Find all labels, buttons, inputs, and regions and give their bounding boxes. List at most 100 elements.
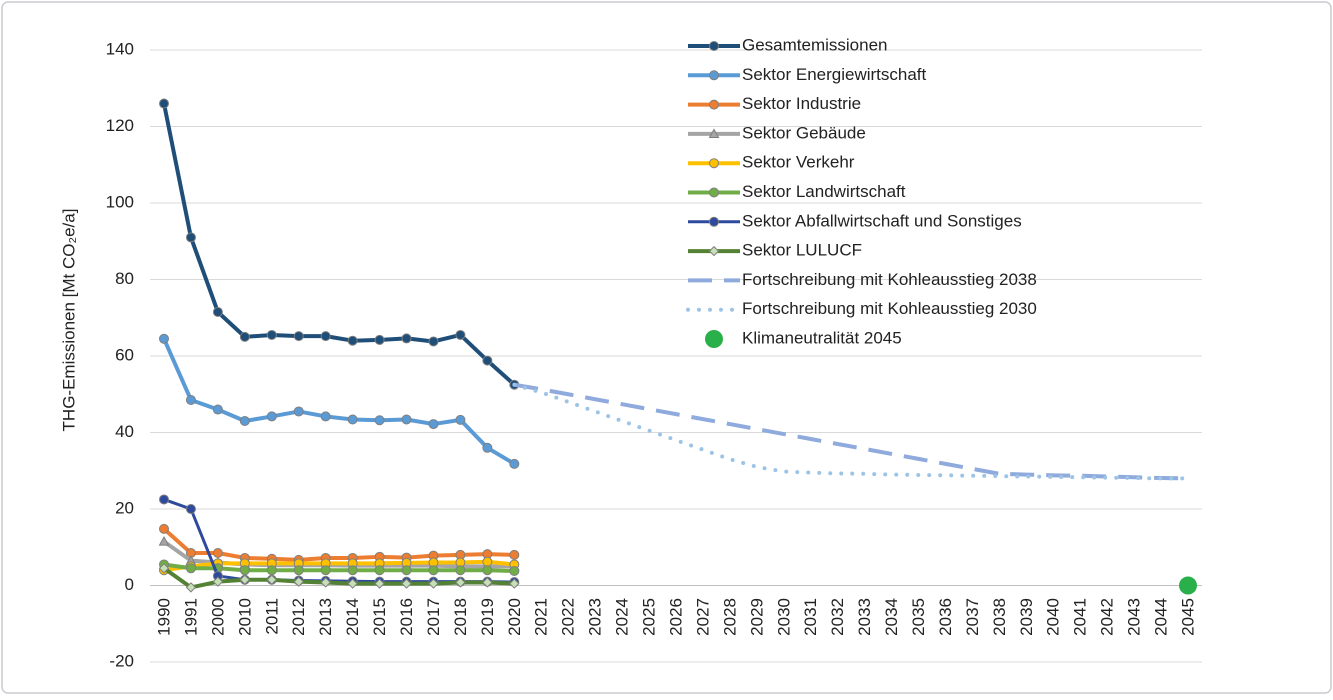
- marker: [239, 565, 250, 576]
- marker: [708, 245, 720, 257]
- marker: [428, 578, 439, 589]
- marker: [266, 411, 277, 422]
- marker: [509, 565, 520, 576]
- y-tick-label: 40: [115, 422, 134, 441]
- marker: [239, 416, 250, 427]
- marker: [428, 565, 439, 576]
- x-tick-label: 2015: [370, 598, 389, 636]
- marker: [709, 41, 719, 51]
- y-tick-label: 140: [106, 39, 134, 58]
- x-tick-label: 2028: [720, 598, 739, 636]
- marker: [293, 576, 304, 587]
- marker: [374, 565, 385, 576]
- marker: [455, 414, 466, 425]
- x-tick-label: 2012: [289, 598, 308, 636]
- series: [159, 523, 520, 565]
- x-tick-label: 2029: [747, 598, 766, 636]
- legend-label: Sektor Landwirtschaft: [742, 182, 906, 201]
- x-tick-label: 2018: [451, 598, 470, 636]
- marker: [709, 70, 719, 81]
- marker: [347, 335, 358, 346]
- marker: [374, 578, 385, 589]
- x-tick-label: 2010: [235, 598, 254, 636]
- x-tick-label: 2042: [1098, 598, 1117, 636]
- marker: [347, 578, 358, 589]
- series: [159, 559, 520, 576]
- x-tick-label: 2033: [855, 598, 874, 636]
- series: [513, 382, 1189, 481]
- legend-label: Sektor Abfallwirtschaft und Sonstiges: [742, 211, 1022, 230]
- y-tick-label: 80: [115, 269, 134, 288]
- x-tick-label: 2019: [478, 598, 497, 636]
- x-tick-label: 1990: [154, 598, 173, 636]
- marker: [428, 419, 439, 430]
- x-tick-label: 2034: [882, 598, 901, 636]
- marker: [239, 574, 251, 585]
- marker: [293, 331, 304, 342]
- x-tick-label: 2020: [505, 598, 524, 636]
- marker: [374, 334, 385, 345]
- marker: [401, 414, 412, 425]
- marker: [347, 565, 358, 576]
- marker: [509, 458, 520, 469]
- marker: [482, 565, 493, 576]
- x-tick-label: 2017: [424, 598, 443, 636]
- marker: [185, 563, 196, 574]
- legend-label: Sektor Gebäude: [742, 123, 866, 142]
- x-tick-label: 2013: [316, 598, 335, 636]
- legend-label: Fortschreibung mit Kohleausstieg 2038: [742, 270, 1037, 289]
- marker: [401, 333, 412, 344]
- x-tick-label: 2016: [397, 598, 416, 636]
- x-tick-label: 2032: [828, 598, 847, 636]
- marker: [159, 494, 169, 505]
- line: [512, 382, 1190, 481]
- x-tick-label: 2014: [343, 598, 362, 636]
- marker: [266, 574, 277, 585]
- x-tick-label: 2024: [613, 598, 632, 636]
- x-tick-label: 2011: [262, 598, 281, 635]
- marker: [401, 578, 412, 589]
- marker: [428, 336, 439, 347]
- series: [159, 333, 520, 469]
- marker: [185, 504, 196, 514]
- marker: [455, 329, 466, 340]
- x-tick-label: 2036: [936, 598, 955, 636]
- x-tick-label: 2030: [774, 598, 793, 636]
- x-tick-label: 2031: [801, 598, 820, 636]
- marker: [158, 563, 170, 574]
- x-tick-label: 1991: [181, 598, 200, 636]
- marker: [212, 547, 223, 558]
- y-tick-label: 0: [125, 575, 134, 594]
- series: [159, 98, 520, 390]
- marker: [212, 404, 223, 415]
- y-tick-label: 20: [115, 498, 134, 517]
- series: [512, 382, 1190, 481]
- marker: [239, 331, 250, 342]
- x-tick-label: 2044: [1152, 598, 1171, 636]
- x-tick-label: 2027: [693, 598, 712, 636]
- marker: [159, 523, 169, 534]
- line: [513, 382, 1189, 481]
- x-tick-label: 2043: [1125, 598, 1144, 636]
- x-tick-label: 2039: [1017, 598, 1036, 636]
- marker: [159, 98, 169, 109]
- marker: [509, 578, 520, 589]
- marker: [1179, 576, 1197, 595]
- marker: [320, 411, 331, 422]
- legend-label: Sektor Energiewirtschaft: [742, 65, 927, 84]
- marker: [185, 232, 196, 243]
- marker: [266, 329, 277, 340]
- marker: [709, 187, 719, 198]
- x-tick-label: 2038: [990, 598, 1009, 636]
- marker: [374, 415, 385, 426]
- marker: [482, 442, 493, 453]
- marker: [293, 406, 304, 417]
- marker: [212, 307, 223, 318]
- x-tick-label: 2025: [640, 598, 659, 636]
- marker: [709, 99, 719, 110]
- legend-label: Sektor Industrie: [742, 94, 861, 113]
- x-tick-label: 2026: [666, 598, 685, 636]
- legend-label: Klimaneutralität 2045: [742, 328, 902, 347]
- marker: [455, 565, 466, 576]
- y-tick-label: 60: [115, 345, 134, 364]
